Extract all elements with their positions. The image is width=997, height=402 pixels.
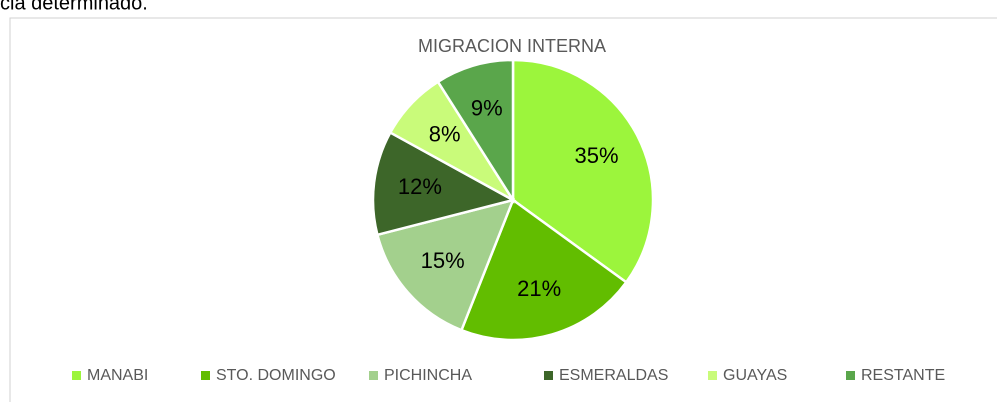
legend-swatch: [544, 371, 553, 380]
chart-title: MIGRACION INTERNA: [418, 36, 606, 56]
legend-swatch: [201, 371, 210, 380]
pie-slice: [459, 198, 629, 342]
data-label: 8%: [429, 122, 461, 147]
legend-label: STO. DOMINGO: [216, 367, 336, 384]
legend-label: ESMERALDAS: [559, 367, 668, 384]
pie-slice: [436, 58, 515, 205]
legend-label: MANABI: [87, 367, 148, 384]
data-label: 12%: [398, 174, 442, 199]
legend-label: RESTANTE: [861, 367, 945, 384]
legend-swatch: [708, 371, 717, 380]
data-label: 21%: [517, 276, 561, 301]
legend-label: GUAYAS: [723, 367, 787, 384]
legend-swatch: [72, 371, 81, 380]
legend-swatch: [846, 371, 855, 380]
pie-slice: [511, 58, 655, 285]
legend-label: PICHINCHA: [384, 367, 472, 384]
pie-slice: [375, 198, 516, 332]
data-label: 15%: [421, 248, 465, 273]
pie-slice: [371, 130, 517, 237]
legend-swatch: [369, 371, 378, 380]
page-text: cia determinado.: [0, 0, 148, 14]
data-label: 35%: [575, 143, 619, 168]
data-label: 9%: [471, 96, 503, 121]
